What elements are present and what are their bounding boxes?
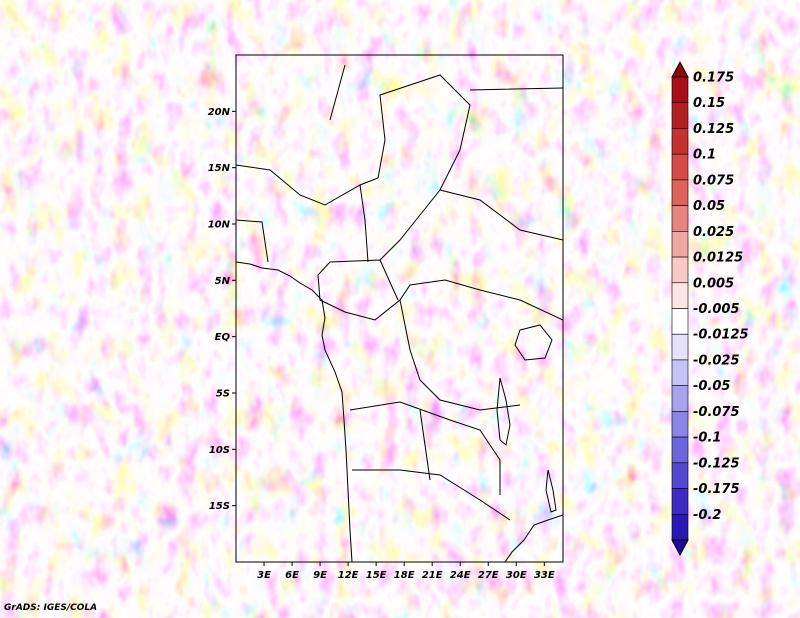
colorbar-label: -0.1 [693, 431, 721, 446]
map-panel: 20N 15N 10N 5N EQ 5S 10S 15S 3E 6E 9E 12E 15E 18E 21E… [208, 54, 564, 581]
lon-tick-label: 6E [285, 570, 299, 581]
lat-tick-label: 5N [215, 276, 231, 287]
lon-tick-label: 30E [506, 570, 527, 581]
colorbar-label: 0.005 [693, 276, 734, 291]
colorbar-band [671, 385, 689, 412]
colorbar-label: 0.1 [693, 148, 716, 163]
map-frame [235, 54, 564, 563]
colorbar-band [671, 513, 689, 541]
colorbar-label: -0.05 [693, 379, 730, 394]
lat-tick-label: 20N [208, 107, 231, 118]
colorbar-label: 0.125 [693, 122, 734, 137]
colorbar-label: -0.025 [693, 353, 740, 368]
lon-tick-label: 27E [478, 570, 499, 581]
colorbar-band [671, 205, 689, 232]
grads-credit: GrADS: IGES/COLA [4, 603, 98, 613]
colorbar-band [671, 179, 689, 206]
colorbar-band [671, 333, 689, 361]
colorbar-label: 0.025 [693, 225, 734, 240]
colorbar-band [671, 436, 689, 464]
map-title: Vertical velocity [m/s] at 250hPa, VT: 2… [31, 14, 769, 45]
lat-tick-label: 15S [209, 501, 230, 512]
colorbar-label: 0.05 [693, 199, 725, 214]
colorbar-band [671, 256, 689, 284]
colorbar-label: -0.0125 [693, 328, 749, 343]
colorbar-band [671, 153, 689, 181]
colorbar-label: -0.175 [693, 482, 740, 497]
vertical-velocity-field [236, 55, 563, 562]
colorbar-band [671, 282, 689, 309]
longitude-axis: 3E 6E 9E 12E 15E 18E 21E 24E 27E 30E 33E [257, 562, 555, 581]
west-africa-coastline [236, 261, 353, 562]
colorbar-label: 0.0125 [693, 251, 743, 266]
lon-tick-label: 9E [313, 570, 327, 581]
lon-tick-label: 12E [338, 570, 359, 581]
lat-tick-label: 15N [208, 163, 231, 174]
colorbar-top-arrow [671, 60, 689, 78]
lat-tick-label: 10N [208, 220, 231, 231]
colorbar-band [671, 488, 689, 515]
colorbar-band [671, 231, 689, 258]
lake-malawi [545, 469, 557, 513]
lat-tick-label: 5S [216, 389, 230, 400]
colorbar-band [671, 462, 689, 489]
colorbar-band [671, 128, 689, 155]
lon-tick-label: 21E [422, 570, 443, 581]
colorbar-label: 0.075 [693, 173, 734, 188]
colorbar-bottom-arrow [671, 539, 689, 557]
coastlines-and-borders [236, 64, 563, 562]
country-borders [236, 64, 563, 521]
colorbar-label: 0.175 [693, 71, 734, 86]
east-africa-coastline [504, 514, 563, 562]
lat-tick-label: 10S [209, 445, 230, 456]
colorbar: 0.175 0.15 0.125 0.1 0.075 0.05 0.025 0.0125 0.0… [671, 60, 749, 557]
colorbar-band [671, 102, 689, 129]
colorbar-band [671, 308, 689, 335]
colorbar-band [671, 411, 689, 438]
lake-victoria [514, 324, 553, 361]
lake-tanganyika [496, 377, 511, 446]
colorbar-label: -0.005 [693, 302, 740, 317]
colorbar-label: -0.075 [693, 405, 740, 420]
lon-tick-label: 3E [257, 570, 271, 581]
colorbar-label: -0.125 [693, 456, 740, 471]
latitude-axis: 20N 15N 10N 5N EQ 5S 10S 15S [208, 107, 236, 512]
colorbar-label: 0.15 [693, 96, 725, 111]
lon-tick-label: 33E [534, 570, 555, 581]
colorbar-band [671, 76, 689, 104]
lon-tick-label: 18E [394, 570, 415, 581]
colorbar-label: -0.2 [693, 508, 721, 523]
lon-tick-label: 24E [450, 570, 471, 581]
colorbar-band [671, 359, 689, 386]
lat-tick-label: EQ [215, 332, 231, 343]
lon-tick-label: 15E [366, 570, 387, 581]
